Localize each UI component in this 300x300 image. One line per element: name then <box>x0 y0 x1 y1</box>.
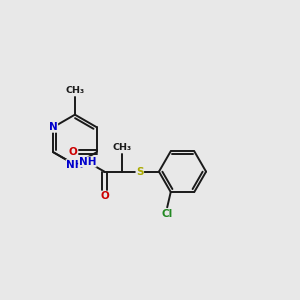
Text: O: O <box>68 147 77 157</box>
Text: S: S <box>136 167 144 177</box>
Text: O: O <box>100 191 109 201</box>
Text: CH₃: CH₃ <box>112 143 132 152</box>
Text: CH₃: CH₃ <box>65 86 85 95</box>
Text: N: N <box>49 122 58 132</box>
Text: Cl: Cl <box>162 209 173 219</box>
Text: NH: NH <box>79 157 96 167</box>
Text: NH: NH <box>66 160 84 170</box>
